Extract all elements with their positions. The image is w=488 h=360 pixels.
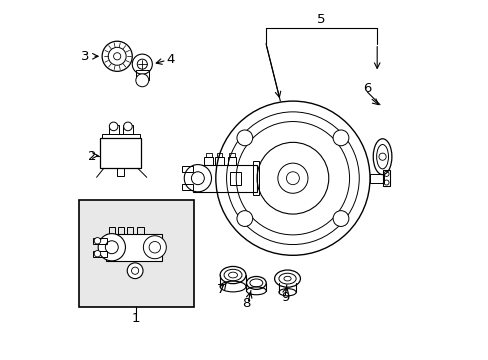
Circle shape [332, 130, 348, 146]
Circle shape [94, 251, 101, 257]
Bar [108, 227, 115, 234]
Text: 9: 9 [281, 291, 289, 304]
Circle shape [123, 122, 132, 131]
Bar [228, 153, 234, 157]
Circle shape [98, 234, 125, 261]
Text: 6: 6 [363, 82, 371, 95]
Bar [137, 227, 143, 234]
Bar [108, 125, 119, 134]
Bar [253, 161, 258, 195]
Bar [102, 134, 139, 138]
Circle shape [332, 211, 348, 226]
Circle shape [237, 130, 252, 146]
Text: 3: 3 [81, 50, 89, 63]
Bar [136, 69, 148, 80]
Bar [192, 165, 257, 192]
Bar [216, 153, 222, 157]
Text: 8: 8 [242, 297, 250, 310]
Bar [204, 157, 212, 165]
Bar [205, 153, 211, 157]
Bar [230, 172, 241, 185]
Text: 4: 4 [166, 53, 175, 66]
Bar [182, 184, 193, 190]
Text: 7: 7 [217, 283, 225, 296]
Bar [106, 234, 162, 261]
Text: 2: 2 [88, 150, 97, 163]
Text: 5: 5 [317, 13, 325, 26]
Circle shape [136, 74, 148, 87]
Circle shape [127, 263, 142, 279]
Bar [369, 174, 384, 183]
Bar [100, 138, 141, 168]
Circle shape [143, 236, 166, 259]
Bar [117, 227, 124, 234]
Bar [93, 238, 107, 244]
Bar [382, 170, 389, 186]
Bar [93, 251, 107, 257]
Circle shape [237, 211, 252, 226]
Circle shape [94, 238, 101, 244]
Bar [182, 166, 193, 172]
Bar [122, 125, 133, 134]
Bar [117, 168, 124, 176]
Bar [79, 200, 193, 307]
Text: 1: 1 [132, 312, 140, 325]
Circle shape [184, 165, 211, 192]
Bar [227, 157, 236, 165]
Circle shape [109, 122, 118, 131]
Bar [215, 157, 223, 165]
Bar [126, 227, 133, 234]
